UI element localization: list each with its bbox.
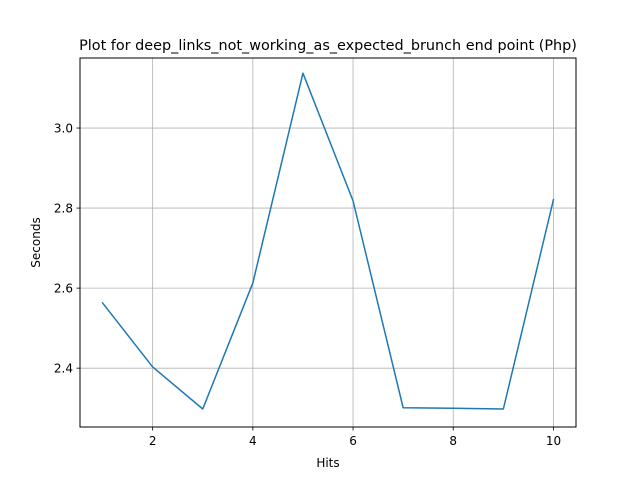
x-tick-label: 6 — [349, 434, 357, 448]
y-tick-label: 2.6 — [54, 281, 73, 295]
chart-title: Plot for deep_links_not_working_as_expec… — [79, 38, 577, 54]
x-tick-label: 8 — [449, 434, 457, 448]
y-tick-label: 2.4 — [54, 361, 73, 375]
x-axis-label: Hits — [316, 456, 339, 470]
series-layer — [101, 72, 555, 410]
grid-lines — [80, 58, 576, 427]
x-tick-label: 2 — [149, 434, 157, 448]
y-tick-label: 3.0 — [54, 121, 73, 135]
series-line — [101, 72, 555, 410]
plot-frame — [79, 57, 577, 428]
x-axis-ticks: 2 4 6 8 10 — [149, 427, 561, 448]
x-tick-label: 4 — [249, 434, 257, 448]
y-tick-label: 2.8 — [54, 201, 73, 215]
x-tick-label: 10 — [546, 434, 561, 448]
y-axis-ticks: 2.4 2.6 2.8 3.0 — [54, 121, 80, 375]
y-axis-label: Seconds — [29, 217, 43, 267]
